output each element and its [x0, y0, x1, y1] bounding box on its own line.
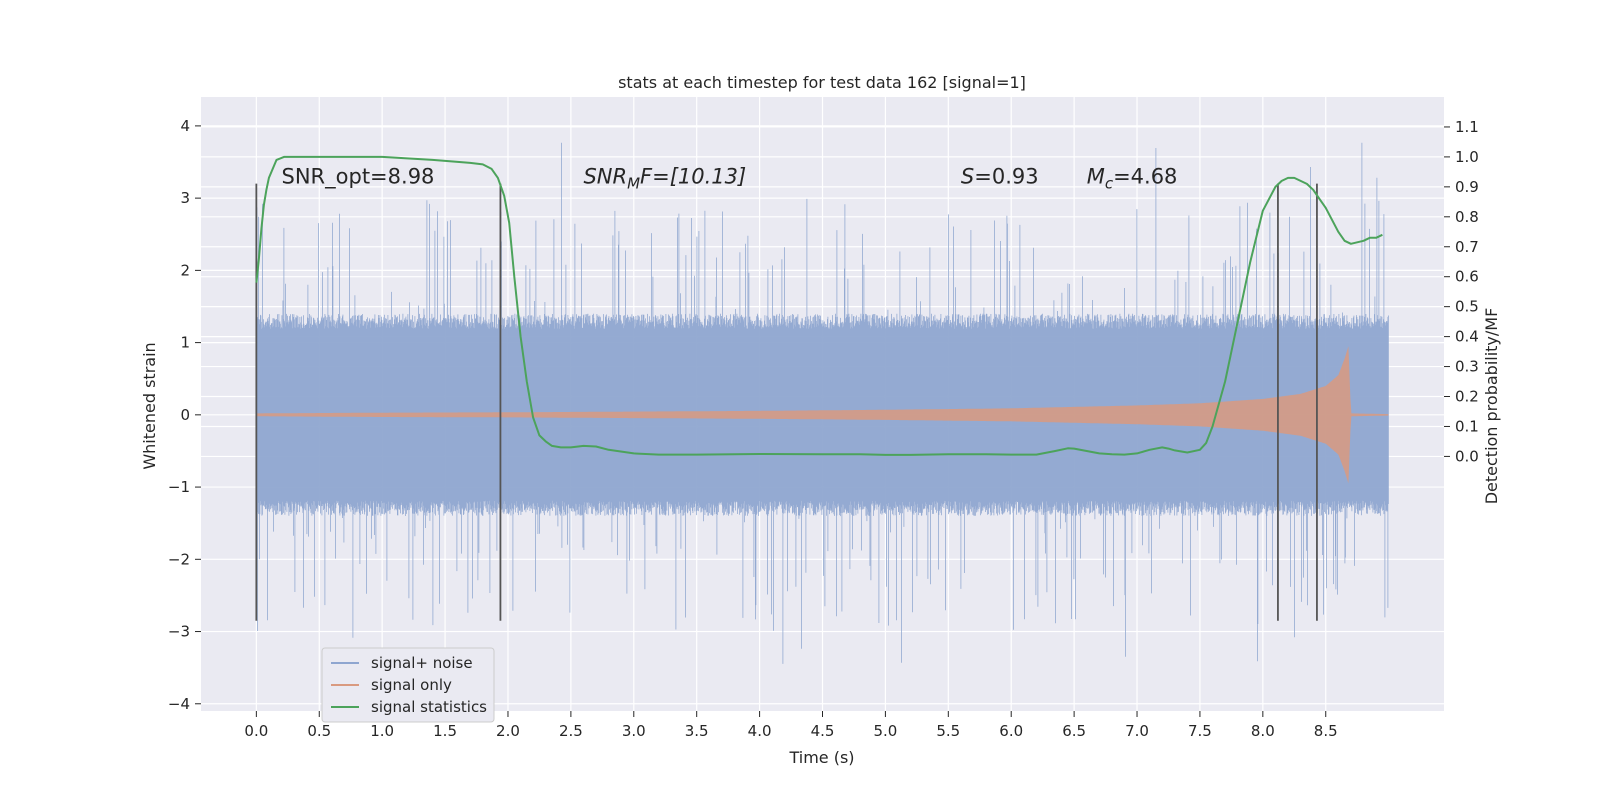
y-axis-label: Whitened strain — [140, 342, 159, 469]
x-tick-label: 3.0 — [622, 722, 646, 740]
y-tick-label-right: 0.8 — [1455, 208, 1479, 226]
annotation-main: S — [961, 165, 974, 189]
y-tick-label: −3 — [168, 623, 190, 641]
x-tick-label: 8.5 — [1314, 722, 1338, 740]
x-tick-label: 0.5 — [307, 722, 331, 740]
annotation-subscript: M — [627, 175, 640, 193]
annotation-2: S=0.93 — [961, 165, 1039, 189]
x-tick-label: 4.0 — [748, 722, 772, 740]
y-tick-label: −1 — [168, 478, 190, 496]
legend-label-signal-noise: signal+ noise — [371, 654, 473, 672]
annotation-subscript: c — [1105, 175, 1114, 193]
annotation-tail: F=[10.13] — [640, 165, 746, 189]
x-tick-label: 4.5 — [811, 722, 835, 740]
annotation-tail: =0.93 — [974, 165, 1038, 189]
data-series — [255, 142, 1389, 664]
x-tick-label: 6.0 — [999, 722, 1023, 740]
chart-title: stats at each timestep for test data 162… — [618, 73, 1026, 92]
y-tick-label-right: 0.9 — [1455, 178, 1479, 196]
annotation-tail: =4.68 — [1113, 165, 1177, 189]
x-tick-label: 5.5 — [936, 722, 960, 740]
y-tick-label: −2 — [168, 550, 190, 568]
series-signal-only — [256, 346, 1389, 484]
x-tick-label: 7.5 — [1188, 722, 1212, 740]
y-tick-label-right: 0.6 — [1455, 268, 1479, 286]
y-tick-label: 0 — [180, 406, 190, 424]
x-tick-label: 1.0 — [370, 722, 394, 740]
x-axis-label: Time (s) — [788, 748, 854, 767]
legend-label-signal-only: signal only — [371, 676, 452, 694]
legend-label-signal-statistics: signal statistics — [371, 698, 487, 716]
annotation-main: SNR — [583, 165, 627, 189]
annotation-main: M — [1087, 165, 1105, 189]
legend-box — [321, 647, 495, 723]
annotation-3: Mc=4.68 — [1087, 165, 1178, 193]
y-tick-label: −4 — [168, 695, 190, 713]
x-tick-label: 1.5 — [433, 722, 457, 740]
x-tick-label: 0.0 — [244, 722, 268, 740]
x-tick-label: 5.0 — [873, 722, 897, 740]
y-tick-label: 4 — [180, 117, 190, 135]
y-tick-label: 1 — [180, 334, 190, 352]
y-tick-label: 3 — [180, 189, 190, 207]
y-tick-label-right: 1.1 — [1455, 118, 1479, 136]
axes: 0.0 0.5 1.0 1.5 2.0 2.5 3.0 3.5 4.0 4.5 5.0 5.5 6.0 6… — [168, 117, 1479, 740]
y-tick-label-right: 1.0 — [1455, 148, 1479, 166]
y-tick-label: 2 — [180, 261, 190, 279]
y-tick-label-right: 0.3 — [1455, 358, 1479, 376]
annotation-0: SNR_opt=8.98 — [282, 165, 435, 190]
x-tick-label: 2.5 — [559, 722, 583, 740]
x-tick-label: 7.0 — [1125, 722, 1149, 740]
x-tick-label: 3.5 — [685, 722, 709, 740]
series-signal-statistics — [255, 155, 1383, 456]
annotation-main: SNR_opt=8.98 — [282, 165, 435, 190]
y-tick-label-right: 0.4 — [1455, 328, 1479, 346]
y-tick-label-right: 0.1 — [1455, 417, 1479, 435]
y-tick-label-right: 0.0 — [1455, 447, 1479, 465]
legend: signal+ noise signal only signal statist… — [321, 647, 495, 723]
y-axis-label-right: Detection probability/MF — [1482, 308, 1501, 505]
y-tick-label-right: 0.5 — [1455, 298, 1479, 316]
x-tick-label: 6.5 — [1062, 722, 1086, 740]
y-tick-label-right: 0.7 — [1455, 238, 1479, 256]
x-tick-label: 2.0 — [496, 722, 520, 740]
x-tick-label: 8.0 — [1251, 722, 1275, 740]
annotations: SNR_opt=8.98 SNRMF=[10.13] S=0.93 Mc=4.68 — [282, 165, 1178, 193]
y-tick-label-right: 0.2 — [1455, 388, 1479, 406]
annotation-1: SNRMF=[10.13] — [583, 165, 746, 193]
